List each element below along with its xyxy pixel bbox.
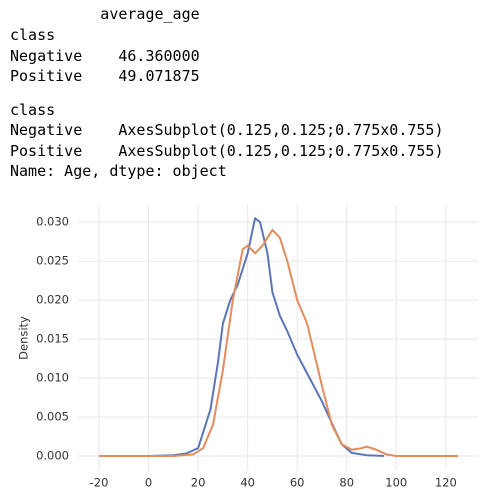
output-line: Positive AxesSubplot(0.125,0.125;0.775x0…	[10, 142, 443, 160]
x-tick-label: 20	[191, 476, 206, 490]
y-tick-label: 0.000	[36, 448, 69, 462]
y-tick-label: 0.020	[36, 293, 69, 307]
y-tick-label: 0.015	[36, 332, 69, 346]
output-line: Name: Age, dtype: object	[10, 162, 227, 180]
x-tick-label: 100	[385, 476, 407, 490]
output-line: Positive 49.071875	[10, 67, 200, 85]
output-line: average_age	[10, 5, 200, 23]
y-tick-label: 0.030	[36, 215, 69, 229]
output-line: Negative AxesSubplot(0.125,0.125;0.775x0…	[10, 121, 443, 139]
x-tick-label: 120	[435, 476, 457, 490]
x-tick-label: 40	[240, 476, 255, 490]
density-line	[148, 217, 384, 457]
x-tick-label: 60	[290, 476, 305, 490]
y-axis-label: Density	[17, 316, 31, 360]
output-line: class	[10, 26, 55, 44]
y-tick-label: 0.025	[36, 254, 69, 268]
y-tick-label: 0.010	[36, 371, 69, 385]
y-tick-label: 0.005	[36, 410, 69, 424]
x-tick-label: 0	[145, 476, 152, 490]
density-line	[99, 228, 459, 457]
x-tick-label: -20	[90, 476, 109, 490]
output-line: class	[10, 101, 55, 119]
output-line: Negative 46.360000	[10, 47, 200, 65]
x-tick-label: 80	[339, 476, 354, 490]
